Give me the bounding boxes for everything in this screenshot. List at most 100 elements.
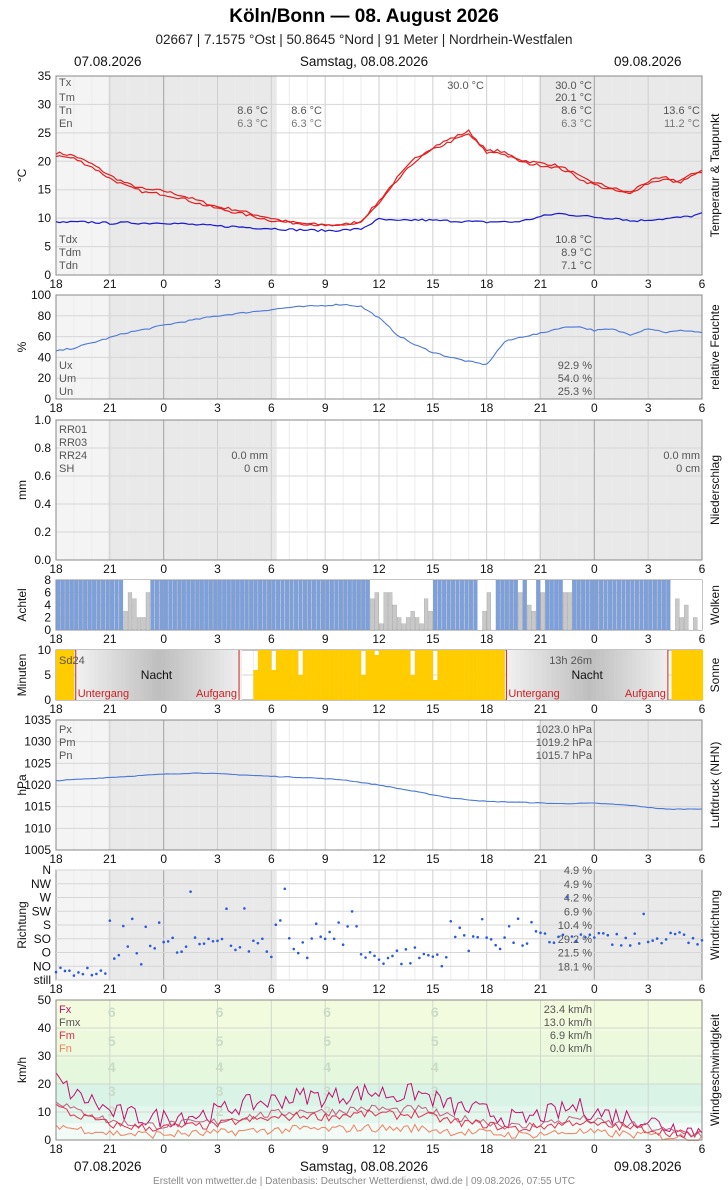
beaufort-label: 3 — [323, 1083, 331, 1099]
sunshine-bar — [486, 650, 492, 700]
windspeed-xtick: 3 — [214, 1142, 221, 1156]
temperature-xtick: 9 — [322, 277, 329, 291]
sunshine-bar — [325, 650, 330, 700]
cloud-bar — [410, 611, 415, 631]
winddir-point — [575, 939, 578, 943]
cloud-bar — [563, 592, 568, 631]
humidity-ytick: 80 — [38, 309, 52, 323]
humidity-xtick: 0 — [591, 401, 598, 415]
sunshine-xtick: 18 — [480, 702, 494, 716]
temperature-xtick: 18 — [49, 277, 63, 291]
winddir-xtick: 12 — [372, 982, 386, 996]
night-shade-2 — [623, 650, 628, 700]
wind-value: 13.0 km/h — [544, 1017, 592, 1029]
winddir-point — [86, 966, 89, 970]
winddir-xtick: 9 — [322, 982, 329, 996]
cloud-bar — [643, 579, 649, 631]
precip-xtick: 3 — [214, 562, 221, 576]
winddir-point — [552, 941, 556, 945]
winddir-point — [660, 941, 663, 945]
sunshine-bar — [253, 670, 259, 700]
temperature-xtick: 3 — [214, 277, 221, 291]
cloud-bar — [87, 579, 92, 631]
winddir-point — [543, 932, 547, 935]
winddir-point — [72, 974, 76, 977]
temp-legend: En — [59, 118, 72, 130]
winddir-point — [323, 937, 327, 941]
cloud-bar — [132, 598, 137, 631]
cloud-gap — [567, 580, 572, 593]
temperature-xtick: 0 — [160, 277, 167, 291]
precip-xtick: 18 — [49, 562, 63, 576]
panel-temperature: 0 5 10 15 20 25 30 35 18 21 0 3 6 9 12 15 18 21 0 3 6 °C Tempe… — [15, 69, 722, 291]
night-shade-2 — [573, 650, 579, 700]
cloud-bar — [136, 617, 142, 631]
pressure-xtick: 18 — [480, 852, 494, 866]
cloud-bar — [60, 579, 65, 631]
winddir-point — [243, 907, 246, 910]
night-shade-2 — [640, 650, 646, 700]
cloud-bar — [258, 579, 263, 631]
precip-ytick: 0.8 — [34, 441, 51, 455]
winddir-point — [453, 935, 457, 939]
cloud-bar — [630, 579, 635, 631]
cloud-bar — [621, 579, 626, 631]
winddir-point — [346, 925, 349, 928]
night-shade-1 — [232, 650, 238, 700]
precip-ytick: 0.6 — [34, 469, 51, 483]
clouds-xtick: 3 — [214, 632, 221, 646]
cloud-gap — [688, 580, 694, 630]
winddir-xtick: 21 — [103, 982, 117, 996]
cloud-bar — [464, 579, 469, 631]
night-shade-2 — [654, 650, 660, 700]
winddir-point — [247, 950, 251, 953]
winddir-point — [507, 924, 511, 928]
night-shade-2 — [649, 650, 655, 700]
humidity-xtick: 3 — [214, 401, 221, 415]
winddir-point — [166, 940, 170, 943]
night-shade-2 — [614, 650, 619, 700]
temperature-frame — [55, 75, 703, 276]
winddir-point — [350, 910, 354, 913]
clouds-ylabel: Achtel — [15, 588, 29, 621]
dew-legend: Tdm — [59, 247, 81, 259]
night-shade-2 — [551, 650, 557, 700]
precip-xtick: 21 — [534, 562, 548, 576]
winddir-point — [256, 941, 260, 945]
winddir-xtick: 6 — [268, 982, 275, 996]
winddir-point — [90, 973, 94, 977]
cloud-bar — [249, 579, 254, 631]
winddir-point — [99, 969, 103, 972]
precip-legend: RR24 — [59, 450, 87, 462]
clouds-xtick: 21 — [534, 632, 548, 646]
night-shade-2 — [515, 650, 521, 700]
cloud-bar — [424, 598, 429, 631]
sunshine-xtick: 3 — [645, 702, 652, 716]
wind-value: 23.4 km/h — [544, 1004, 592, 1016]
pressure-ytick: 1015 — [24, 800, 51, 814]
night-shade-2 — [645, 650, 651, 700]
winddir-point — [377, 958, 381, 961]
winddir-point — [413, 946, 417, 949]
night-shade-1 — [160, 650, 166, 700]
winddir-point — [409, 961, 412, 965]
beaufort-label: 6 — [323, 1004, 331, 1020]
temperature-ytick: 30 — [38, 97, 52, 111]
winddir-point — [593, 936, 596, 939]
temperature-ytick: 20 — [38, 154, 52, 168]
night-shade-2 — [605, 650, 610, 700]
winddir-point — [467, 949, 471, 953]
sunshine-bar — [477, 650, 483, 700]
clouds-xtick: 21 — [103, 632, 117, 646]
cloud-bar — [213, 579, 218, 631]
winddir-xtick: 15 — [426, 982, 440, 996]
pressure-xtick: 9 — [322, 852, 329, 866]
tdm-value: 8.9 °C — [561, 247, 592, 259]
night-shade-2 — [524, 650, 530, 700]
humidity-xtick: 15 — [426, 401, 440, 415]
sunshine-bar — [684, 650, 690, 700]
winddir-point — [431, 955, 435, 958]
humidity-ytick: 100 — [31, 288, 51, 302]
winddir-point — [153, 947, 156, 950]
cloud-bar — [177, 579, 182, 631]
